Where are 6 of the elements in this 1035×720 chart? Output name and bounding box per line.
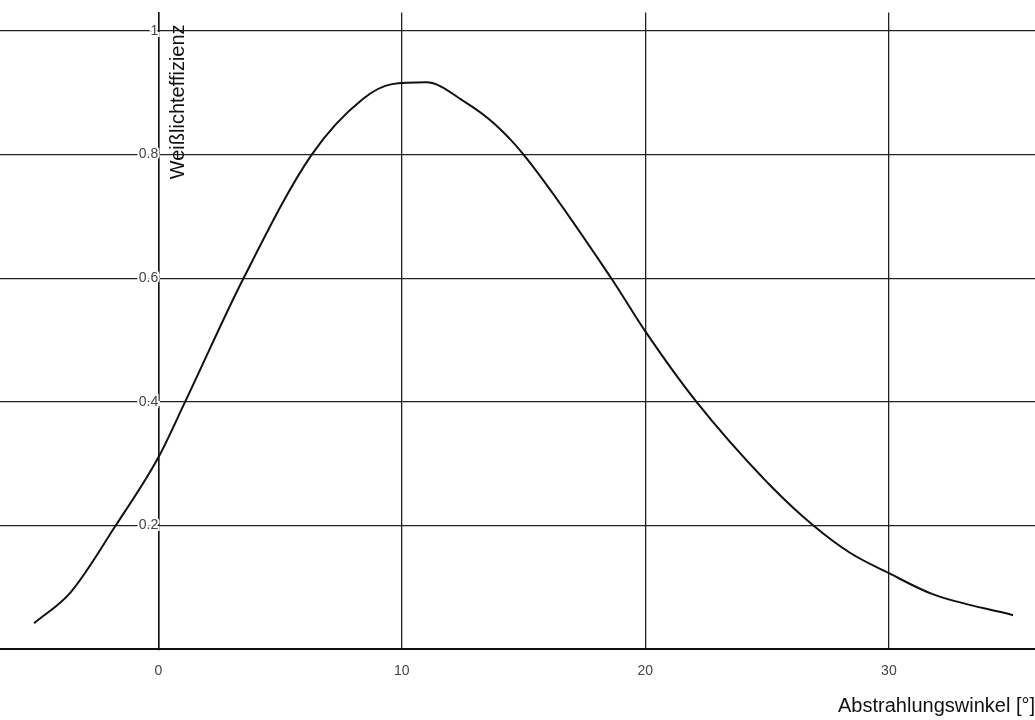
- x-axis-title: Abstrahlungswinkel [°]: [838, 693, 1035, 716]
- y-axis-title: Weißlichteffizienz: [165, 24, 188, 180]
- x-tick-label: 20: [637, 662, 654, 679]
- x-tick-label: 10: [394, 662, 410, 679]
- x-tick-label: 0: [154, 662, 163, 679]
- x-tick-label: 30: [881, 662, 897, 679]
